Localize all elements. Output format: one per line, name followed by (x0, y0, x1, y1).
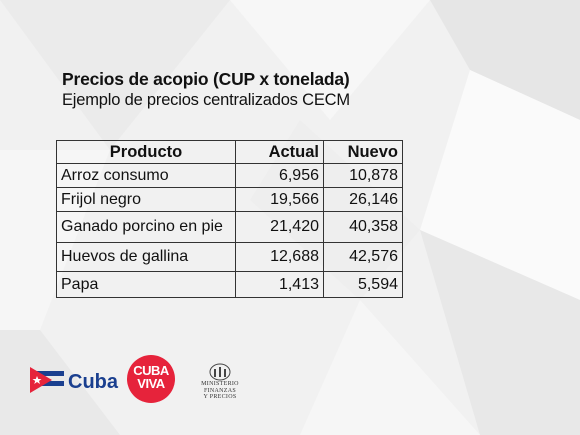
table-row: Huevos de gallina 12,688 42,576 (56, 242, 403, 272)
price-actual: 6,956 (235, 163, 324, 188)
cubaviva-logo: CUBA VIVA (127, 355, 175, 403)
table-row: Arroz consumo 6,956 10,878 (56, 163, 403, 188)
minfin-text-3: Y PRECIOS (203, 394, 237, 400)
heading-block: Precios de acopio (CUP x tonelada) Ejemp… (62, 68, 350, 111)
price-nuevo: 5,594 (323, 271, 403, 298)
cubaviva-text-1: CUBA (133, 363, 169, 378)
price-nuevo: 40,358 (323, 211, 403, 243)
header-producto: Producto (56, 140, 236, 164)
cuba-logo: Cuba (30, 365, 120, 401)
ministerio-finanzas-logo: MINISTERIO FINANZAS Y PRECIOS (190, 363, 250, 407)
page-title: Precios de acopio (CUP x tonelada) (62, 69, 350, 89)
table-row: Frijol negro 19,566 26,146 (56, 187, 403, 212)
cuba-flag-icon (30, 367, 64, 393)
minfin-text-2: FINANZAS (203, 387, 237, 394)
product-name: Frijol negro (56, 187, 236, 212)
page-subtitle: Ejemplo de precios centralizados CECM (62, 91, 350, 109)
table-row: Papa 1,413 5,594 (56, 271, 403, 298)
price-nuevo: 42,576 (323, 242, 403, 272)
columns-icon (209, 363, 231, 381)
price-actual: 12,688 (235, 242, 324, 272)
product-name: Ganado porcino en pie (56, 211, 236, 243)
cubaviva-text-2: VIVA (137, 376, 165, 391)
price-actual: 1,413 (235, 271, 324, 298)
minfin-text-1: MINISTERIO (201, 381, 239, 387)
product-name: Arroz consumo (56, 163, 236, 188)
product-name: Papa (56, 271, 236, 298)
price-nuevo: 10,878 (323, 163, 403, 188)
prices-table: Producto Actual Nuevo Arroz consumo 6,95… (56, 140, 403, 298)
cuba-logo-text: Cuba (68, 371, 118, 393)
product-name: Huevos de gallina (56, 242, 236, 272)
table-header-row: Producto Actual Nuevo (56, 140, 403, 164)
price-actual: 21,420 (235, 211, 324, 243)
header-actual: Actual (235, 140, 324, 164)
price-actual: 19,566 (235, 187, 324, 212)
header-nuevo: Nuevo (323, 140, 403, 164)
table-row: Ganado porcino en pie 21,420 40,358 (56, 211, 403, 243)
footer-logos: Cuba CUBA VIVA MINISTERIO FINANZAS Y PRE… (30, 355, 290, 415)
price-nuevo: 26,146 (323, 187, 403, 212)
